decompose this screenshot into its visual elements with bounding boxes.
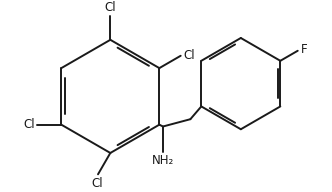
- Text: Cl: Cl: [105, 1, 116, 14]
- Text: F: F: [301, 43, 308, 56]
- Text: Cl: Cl: [23, 118, 35, 131]
- Text: Cl: Cl: [183, 49, 195, 62]
- Text: Cl: Cl: [92, 177, 103, 190]
- Text: NH₂: NH₂: [152, 154, 174, 167]
